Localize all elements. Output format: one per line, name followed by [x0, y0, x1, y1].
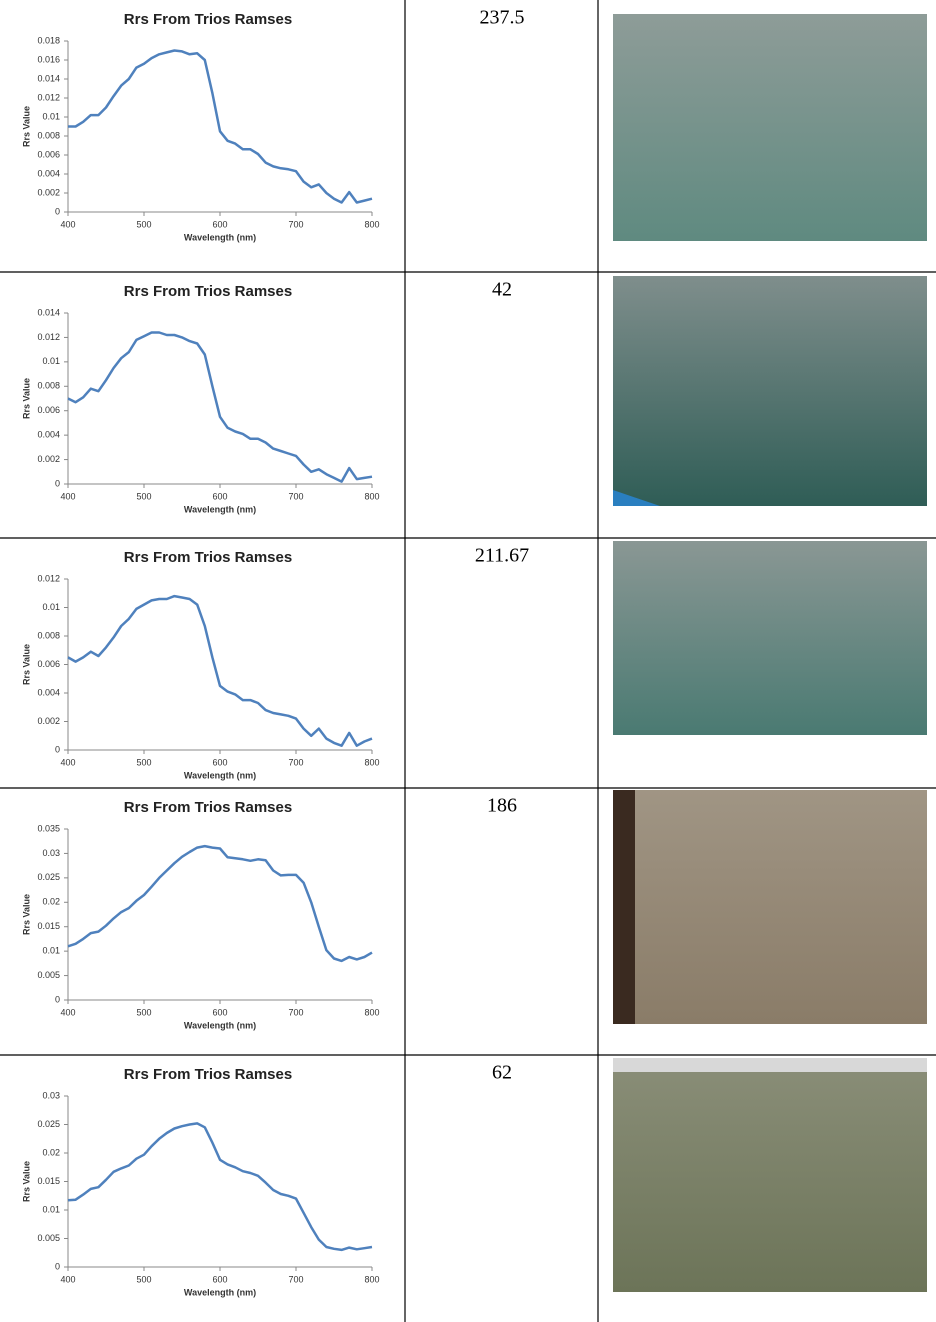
- x-tick-label: 800: [364, 219, 379, 229]
- water-photo: [613, 790, 927, 1024]
- y-tick-label: 0.01: [42, 602, 60, 612]
- y-tick-label: 0.015: [37, 921, 60, 931]
- chart-title: Rrs From Trios Ramses: [124, 283, 292, 300]
- cell-value: 237.5: [480, 7, 525, 29]
- y-tick-label: 0.006: [37, 405, 60, 415]
- x-tick-label: 700: [288, 1007, 303, 1017]
- y-tick-label: 0.006: [37, 149, 60, 159]
- water-photo: [613, 1058, 927, 1292]
- y-tick-label: 0: [55, 206, 60, 216]
- page: Rrs From Trios Ramses 0 0.002 0.004 0.006 0.0…: [0, 0, 936, 1322]
- spectrum-line: [68, 596, 372, 746]
- y-tick-label: 0.03: [42, 848, 60, 858]
- chart-title: Rrs From Trios Ramses: [124, 11, 292, 28]
- y-tick-label: 0: [55, 1261, 60, 1271]
- y-tick-label: 0.01: [42, 1204, 60, 1214]
- y-tick-label: 0.004: [37, 430, 60, 440]
- sky: [613, 1058, 927, 1072]
- y-tick-label: 0.005: [37, 1233, 60, 1243]
- y-tick-label: 0.02: [42, 1147, 60, 1157]
- cell-value: 211.67: [475, 545, 529, 567]
- y-tick-label: 0.01: [42, 111, 60, 121]
- y-tick-label: 0.008: [37, 130, 60, 140]
- x-tick-label: 800: [364, 1007, 379, 1017]
- x-tick-label: 600: [212, 757, 227, 767]
- y-tick-label: 0: [55, 478, 60, 488]
- y-tick-label: 0.002: [37, 716, 60, 726]
- x-tick-label: 700: [288, 1274, 303, 1284]
- y-tick-label: 0.004: [37, 687, 60, 697]
- x-tick-label: 500: [136, 219, 151, 229]
- y-tick-label: 0.006: [37, 659, 60, 669]
- spectrum-line: [68, 51, 372, 203]
- x-tick-label: 400: [60, 757, 75, 767]
- y-tick-label: 0.025: [37, 872, 60, 882]
- x-tick-label: 600: [212, 219, 227, 229]
- x-tick-label: 500: [136, 1007, 151, 1017]
- y-axis-label: Rrs Value: [21, 894, 31, 935]
- y-tick-label: 0.014: [37, 73, 60, 83]
- y-tick-label: 0: [55, 744, 60, 754]
- x-tick-label: 800: [364, 1274, 379, 1284]
- x-tick-label: 500: [136, 757, 151, 767]
- spectrum-line: [68, 333, 372, 482]
- y-tick-label: 0.004: [37, 168, 60, 178]
- x-axis-label: Wavelength (nm): [184, 504, 256, 514]
- y-tick-label: 0: [55, 994, 60, 1004]
- y-tick-label: 0.03: [42, 1090, 60, 1100]
- y-axis-label: Rrs Value: [21, 378, 31, 419]
- spectrum-line: [68, 1123, 372, 1250]
- y-tick-label: 0.014: [37, 307, 60, 317]
- y-tick-label: 0.008: [37, 381, 60, 391]
- y-tick-label: 0.005: [37, 970, 60, 980]
- x-tick-label: 400: [60, 219, 75, 229]
- cell-value: 186: [487, 795, 517, 817]
- y-tick-label: 0.002: [37, 187, 60, 197]
- y-axis-label: Rrs Value: [21, 106, 31, 147]
- x-axis-label: Wavelength (nm): [184, 1287, 256, 1297]
- y-tick-label: 0.016: [37, 54, 60, 64]
- x-tick-label: 600: [212, 1007, 227, 1017]
- x-tick-label: 400: [60, 1007, 75, 1017]
- y-tick-label: 0.012: [37, 332, 60, 342]
- x-tick-label: 600: [212, 1274, 227, 1284]
- y-tick-label: 0.025: [37, 1119, 60, 1129]
- water-photo: [613, 276, 927, 506]
- x-axis-label: Wavelength (nm): [184, 232, 256, 242]
- x-tick-label: 700: [288, 491, 303, 501]
- photo-shadow: [613, 790, 635, 1024]
- x-tick-label: 700: [288, 757, 303, 767]
- chart-title: Rrs From Trios Ramses: [124, 549, 292, 566]
- chart-title: Rrs From Trios Ramses: [124, 1066, 292, 1083]
- y-tick-label: 0.008: [37, 630, 60, 640]
- water-photo: [613, 14, 927, 241]
- cell-value: 62: [492, 1062, 512, 1084]
- y-tick-label: 0.012: [37, 573, 60, 583]
- y-axis-label: Rrs Value: [21, 644, 31, 685]
- water-photo: [613, 541, 927, 735]
- y-tick-label: 0.01: [42, 356, 60, 366]
- y-tick-label: 0.012: [37, 92, 60, 102]
- x-tick-label: 400: [60, 1274, 75, 1284]
- x-axis-label: Wavelength (nm): [184, 770, 256, 780]
- x-tick-label: 600: [212, 491, 227, 501]
- cell-value: 42: [492, 279, 512, 301]
- y-tick-label: 0.002: [37, 454, 60, 464]
- x-axis-label: Wavelength (nm): [184, 1020, 256, 1030]
- x-tick-label: 800: [364, 491, 379, 501]
- y-tick-label: 0.01: [42, 946, 60, 956]
- photos: [613, 14, 927, 1292]
- y-tick-label: 0.018: [37, 35, 60, 45]
- x-tick-label: 400: [60, 491, 75, 501]
- y-tick-label: 0.035: [37, 823, 60, 833]
- chart-title: Rrs From Trios Ramses: [124, 799, 292, 816]
- y-axis-label: Rrs Value: [21, 1161, 31, 1202]
- x-tick-label: 700: [288, 219, 303, 229]
- y-tick-label: 0.02: [42, 897, 60, 907]
- x-tick-label: 500: [136, 1274, 151, 1284]
- x-tick-label: 800: [364, 757, 379, 767]
- spectrum-line: [68, 846, 372, 961]
- y-tick-label: 0.015: [37, 1176, 60, 1186]
- x-tick-label: 500: [136, 491, 151, 501]
